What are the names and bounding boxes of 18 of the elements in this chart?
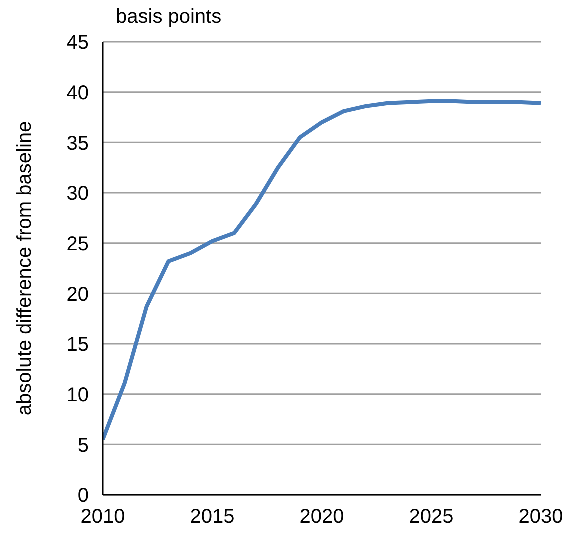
y-tick-label: 35: [66, 132, 89, 155]
y-tick-label: 5: [78, 434, 89, 457]
x-tick-label: 2025: [409, 506, 454, 528]
x-tick-label: 2030: [518, 506, 564, 528]
y-axis-title: absolute difference from baseline: [14, 121, 36, 416]
x-tick-label: 2015: [190, 506, 235, 528]
y-tick-label: 15: [66, 334, 89, 356]
line-series: [103, 99, 541, 442]
y-tick-label: 0: [78, 485, 89, 508]
y-tick-label: 30: [66, 183, 89, 206]
y-tick-label: 20: [66, 284, 89, 306]
y-tick-label: 45: [66, 32, 89, 54]
y-tick-label: 25: [66, 233, 89, 256]
x-tick-label: 2010: [80, 506, 126, 528]
y-tick-label: 40: [66, 82, 89, 104]
x-tick-label: 2020: [300, 506, 344, 528]
chart-subtitle: basis points: [116, 6, 222, 29]
y-tick-label: 10: [66, 384, 89, 406]
